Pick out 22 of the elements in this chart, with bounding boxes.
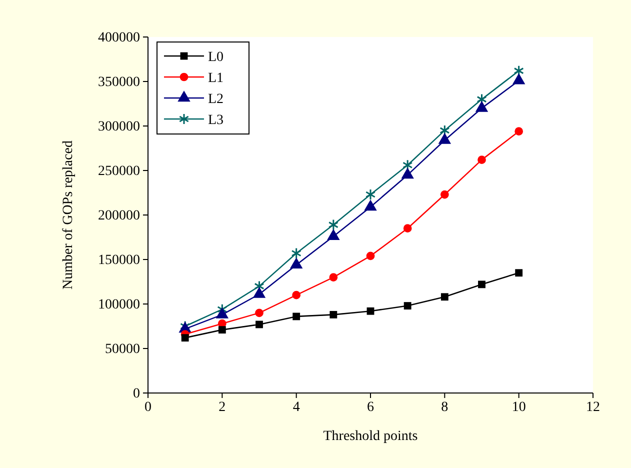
legend-label: L0: [208, 50, 224, 65]
y-tick-label: 50000: [105, 342, 140, 357]
legend-label: L1: [208, 71, 224, 86]
x-tick-label: 2: [218, 400, 226, 415]
x-tick-label: 6: [367, 400, 374, 415]
legend-label: L3: [208, 113, 224, 128]
x-tick-label: 8: [441, 400, 448, 415]
y-tick-label: 150000: [98, 252, 140, 268]
y-tick-label: 100000: [98, 297, 140, 312]
legend-label: L2: [208, 92, 224, 107]
x-tick-label: 12: [586, 400, 600, 415]
x-tick-label: 4: [292, 400, 300, 415]
x-axis-title: Threshold points: [323, 429, 418, 444]
x-tick-label: 10: [512, 400, 526, 415]
y-tick-label: 350000: [98, 74, 140, 90]
y-tick-label: 200000: [98, 208, 140, 224]
x-tick-label: 0: [144, 400, 152, 415]
y-tick-label: 0: [133, 386, 140, 402]
y-axis-title: Number of GOPs replaced: [61, 140, 76, 290]
y-tick-label: 300000: [98, 119, 140, 134]
y-tick-label: 400000: [98, 30, 140, 46]
y-tick-label: 250000: [98, 164, 140, 179]
